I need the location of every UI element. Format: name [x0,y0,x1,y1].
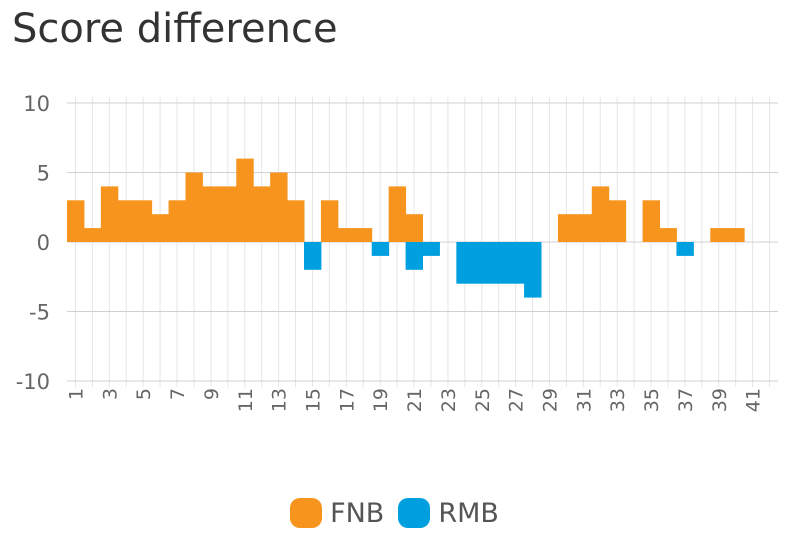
bar-fnb [83,228,102,242]
bar-fnb [202,186,220,242]
legend-swatch-rmb [398,498,431,528]
legend-swatch-fnb [290,498,323,528]
bar-fnb [253,186,271,242]
bar-fnb [168,200,186,242]
x-tick-label: 21 [404,388,426,412]
legend-item-rmb[interactable]: RMB [398,498,499,529]
bar-fnb [185,172,203,242]
legend-item-fnb[interactable]: FNB [290,498,384,529]
legend-label-rmb: RMB [438,497,499,529]
bar-rmb [304,242,322,270]
bar-rmb [371,242,390,256]
bar-fnb [354,228,373,242]
legend: FNB RMB [0,495,789,531]
y-tick-label: 5 [37,162,50,186]
bar-fnb [236,158,254,242]
bar-rmb [405,242,423,270]
x-tick-label: 19 [370,388,392,412]
bar-fnb [270,172,288,242]
bar-rmb [473,242,491,284]
bar-fnb [67,200,85,242]
bar-fnb [591,186,610,242]
x-tick-label: 5 [133,388,155,400]
x-tick-label: 37 [675,388,697,412]
bar-fnb [557,214,576,242]
bar-fnb [574,214,593,242]
x-tick-label: 33 [607,388,629,412]
x-tick-label: 9 [201,388,223,400]
bar-fnb [727,228,745,242]
y-tick-label: 0 [37,231,50,255]
bar-fnb [287,200,305,242]
bar-fnb [608,200,627,242]
x-tick-label: 11 [235,388,257,412]
bar-rmb [490,242,508,284]
x-tick-label: 39 [709,388,731,412]
x-tick-label: 7 [167,388,189,400]
bar-fnb [320,200,339,242]
bar-rmb [524,242,542,298]
x-tick-label: 27 [506,388,528,412]
x-tick-label: 15 [302,388,324,412]
y-tick-label: 10 [23,92,50,116]
bar-fnb [659,228,677,242]
bar-rmb [507,242,525,284]
bar-fnb [100,186,119,242]
bar-rmb [676,242,694,256]
x-tick-label: 25 [472,388,494,412]
bar-fnb [134,200,153,242]
x-tick-label: 29 [539,388,561,412]
x-tick-label: 17 [336,388,358,412]
y-tick-label: -10 [16,370,50,394]
chart-title: Score difference [12,6,338,52]
bar-fnb [337,228,356,242]
bar-fnb [117,200,136,242]
bar-fnb [405,214,423,242]
bar-fnb [710,228,728,242]
bar-fnb [151,214,170,242]
x-tick-label: 35 [641,388,663,412]
x-tick-label: 3 [99,388,121,400]
x-tick-label: 31 [573,388,595,412]
x-tick-label: 41 [743,388,765,412]
bar-fnb [642,200,660,242]
bar-fnb [219,186,237,242]
x-tick-label: 13 [269,388,291,412]
bar-rmb [456,242,474,284]
x-tick-label: 23 [438,388,460,412]
legend-label-fnb: FNB [330,497,385,529]
x-tick-label: 1 [65,388,87,400]
bar-fnb [388,186,407,242]
y-tick-label: -5 [29,301,50,325]
bar-rmb [422,242,440,256]
